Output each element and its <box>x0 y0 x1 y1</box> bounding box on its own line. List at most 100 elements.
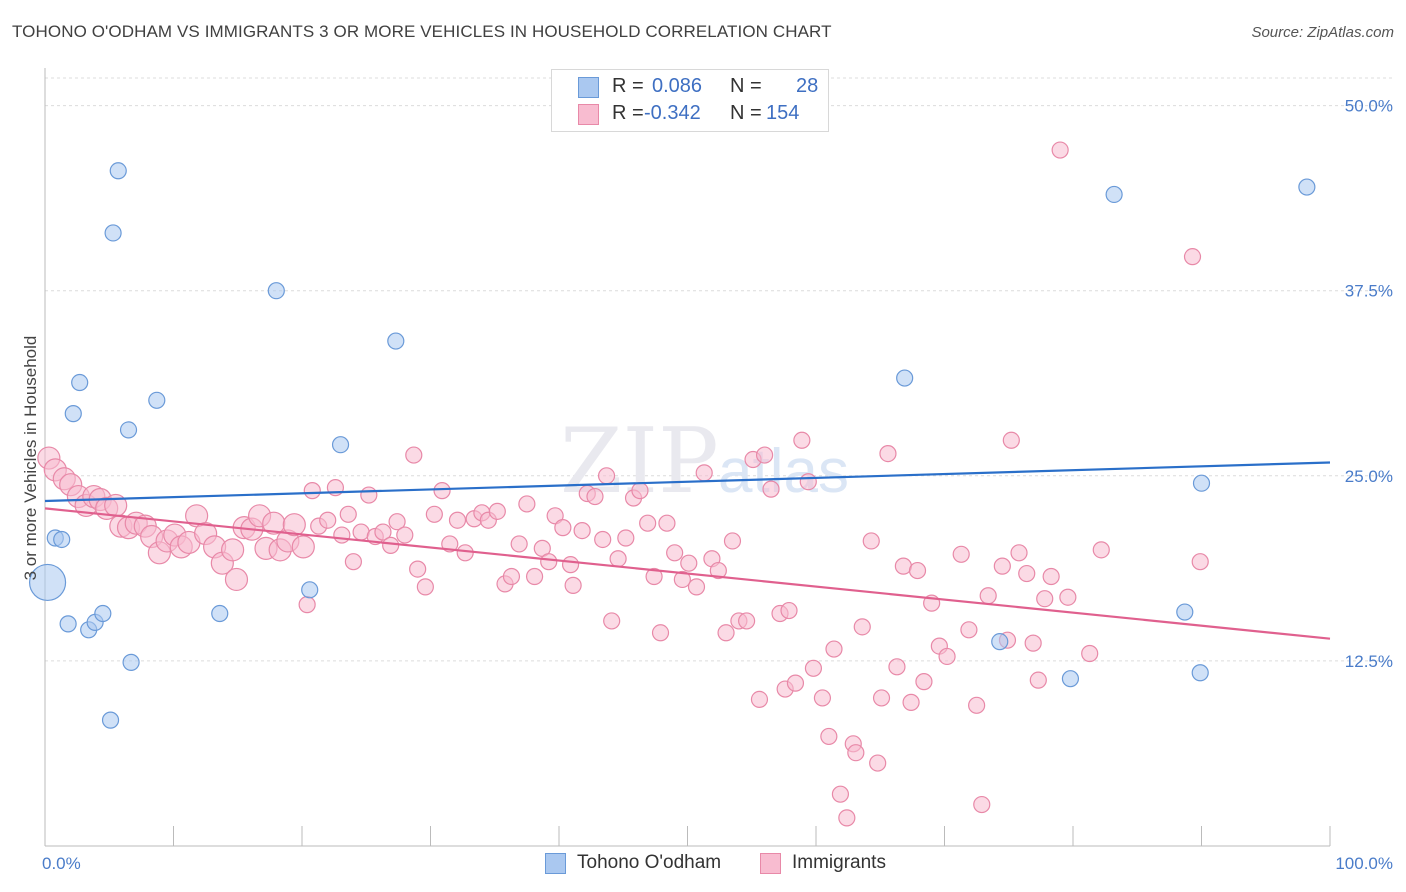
data-point <box>448 511 467 529</box>
data-point <box>609 550 627 568</box>
data-point <box>831 785 850 803</box>
data-point <box>658 514 676 532</box>
data-point <box>820 727 838 746</box>
data-point <box>825 640 843 658</box>
data-point <box>853 618 871 636</box>
data-point <box>282 513 306 537</box>
data-point <box>631 482 649 500</box>
data-point <box>1010 544 1028 562</box>
x-tick-label: 0.0% <box>42 854 81 873</box>
data-point <box>540 553 558 571</box>
data-point <box>586 487 604 506</box>
legend: R = 0.086 N = 28 R = -0.342 N = 154 <box>551 69 829 132</box>
data-point <box>28 563 67 602</box>
data-point <box>211 604 229 623</box>
data-point <box>639 514 657 532</box>
data-point <box>680 554 698 572</box>
data-point <box>1081 644 1099 663</box>
data-point <box>973 795 991 814</box>
legend-r-value: -0.342 <box>644 102 701 124</box>
trend-line <box>44 461 1331 503</box>
trend-lines <box>44 461 1331 640</box>
data-point <box>331 436 350 454</box>
data-point <box>804 659 823 677</box>
data-point <box>786 674 805 692</box>
data-point <box>1059 588 1077 606</box>
data-point <box>360 486 378 504</box>
bottom-legend-label: Immigrants <box>792 852 886 873</box>
data-point <box>960 621 978 639</box>
data-point <box>879 444 897 463</box>
data-point <box>433 482 451 500</box>
legend-r-label: R = <box>612 102 644 124</box>
legend-r-value: 0.086 <box>652 75 703 97</box>
data-point <box>872 689 891 707</box>
data-point <box>862 532 880 550</box>
legend-n-value: 28 <box>796 75 819 97</box>
legend-swatch-tohono <box>578 77 599 98</box>
data-point <box>979 587 997 605</box>
data-point <box>838 809 856 827</box>
data-point <box>695 464 713 482</box>
data-point <box>645 567 663 586</box>
data-point <box>382 536 400 555</box>
data-point <box>1191 553 1209 571</box>
data-point <box>573 521 591 540</box>
y-tick-label: 25.0% <box>1345 467 1393 486</box>
y-tick-label: 50.0% <box>1345 97 1393 116</box>
watermark-atlas: atlas <box>718 437 849 506</box>
data-point <box>456 544 474 562</box>
data-point <box>64 405 82 423</box>
data-point <box>750 690 769 709</box>
data-point <box>896 369 914 387</box>
data-point <box>894 557 912 575</box>
y-tick-labels: 12.5% 25.0% 37.5% 50.0% <box>1345 97 1393 671</box>
bottom-legend-swatch-immigrants <box>760 853 781 874</box>
data-point <box>352 523 370 541</box>
data-point <box>813 689 832 707</box>
data-point <box>546 507 564 525</box>
source-label: Source: ZipAtlas.com <box>1251 24 1394 41</box>
data-point <box>1176 603 1194 621</box>
data-point <box>597 467 616 485</box>
data-point <box>651 624 670 642</box>
data-point <box>1298 178 1316 196</box>
bottom-legend-label: Tohono O'odham <box>577 852 722 873</box>
data-point <box>109 162 127 180</box>
data-point <box>888 658 906 676</box>
data-point <box>915 673 933 691</box>
trend-line <box>44 507 1331 640</box>
data-point <box>525 567 544 586</box>
data-point <box>993 557 1011 575</box>
data-point <box>104 224 122 242</box>
data-point <box>793 431 811 449</box>
data-point <box>94 604 112 623</box>
data-point <box>1029 671 1047 689</box>
data-point <box>122 653 140 671</box>
legend-r-label: R = <box>612 75 644 97</box>
data-point <box>1018 564 1036 583</box>
data-point <box>991 633 1009 651</box>
legend-n-label: N = <box>730 75 762 97</box>
data-point <box>301 581 319 599</box>
x-tick-labels: 0.0% 100.0% <box>42 854 1393 873</box>
data-point <box>1191 664 1209 682</box>
data-point <box>502 567 521 586</box>
y-axis-label: 3 or more Vehicles in Household <box>21 336 40 581</box>
y-tick-label: 12.5% <box>1345 652 1393 671</box>
data-point <box>344 553 362 571</box>
data-point <box>303 482 321 500</box>
data-point <box>148 391 166 409</box>
data-point <box>780 601 798 620</box>
data-point <box>952 545 970 563</box>
data-point <box>902 693 920 711</box>
data-point <box>405 446 423 464</box>
data-point <box>666 544 684 562</box>
data-point <box>603 612 621 630</box>
data-point <box>709 561 727 580</box>
data-point <box>617 529 635 547</box>
data-point <box>425 505 443 523</box>
data-point <box>1051 141 1069 159</box>
data-point <box>594 530 612 549</box>
data-point <box>564 576 582 594</box>
